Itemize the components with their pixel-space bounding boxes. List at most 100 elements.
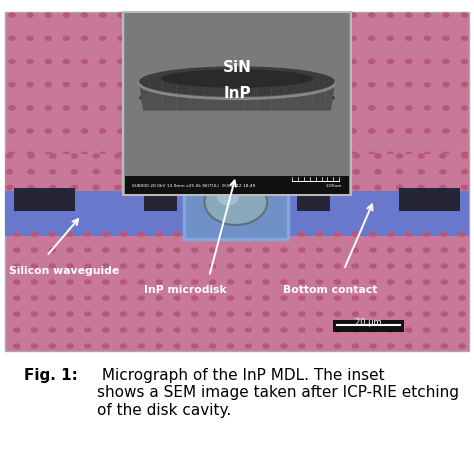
Circle shape: [418, 170, 425, 175]
Bar: [5, 155, 144, 192]
Circle shape: [458, 328, 466, 333]
Circle shape: [102, 264, 109, 269]
Circle shape: [114, 185, 121, 191]
Circle shape: [280, 296, 288, 301]
Circle shape: [461, 129, 468, 135]
Text: Micrograph of the InP MDL. The inset
shows a SEM image taken after ICP-RIE etchi: Micrograph of the InP MDL. The inset sho…: [97, 367, 459, 417]
Circle shape: [137, 328, 145, 333]
Circle shape: [334, 280, 341, 285]
Circle shape: [137, 248, 145, 253]
Circle shape: [45, 60, 52, 65]
Circle shape: [136, 185, 143, 191]
Circle shape: [439, 154, 447, 159]
Circle shape: [8, 36, 16, 42]
Circle shape: [396, 185, 403, 191]
Circle shape: [120, 232, 128, 238]
Circle shape: [442, 152, 450, 157]
Circle shape: [280, 312, 288, 317]
Circle shape: [13, 264, 20, 269]
Ellipse shape: [139, 67, 335, 97]
Circle shape: [374, 154, 382, 159]
Circle shape: [405, 264, 412, 269]
Circle shape: [13, 296, 20, 301]
Circle shape: [387, 312, 395, 317]
Circle shape: [387, 264, 395, 269]
Circle shape: [351, 264, 359, 269]
Circle shape: [13, 232, 20, 238]
Circle shape: [280, 264, 288, 269]
Circle shape: [66, 344, 74, 349]
Circle shape: [396, 154, 403, 159]
Circle shape: [120, 280, 128, 285]
Circle shape: [71, 185, 78, 191]
Circle shape: [298, 280, 306, 285]
Circle shape: [227, 328, 234, 333]
Circle shape: [155, 296, 163, 301]
Circle shape: [8, 83, 16, 88]
Circle shape: [13, 312, 20, 317]
Circle shape: [349, 13, 357, 19]
Circle shape: [439, 170, 447, 175]
Circle shape: [368, 36, 375, 42]
Text: Fig. 1:: Fig. 1:: [24, 367, 78, 382]
Circle shape: [418, 154, 425, 159]
Circle shape: [102, 312, 109, 317]
Circle shape: [13, 248, 20, 253]
Circle shape: [442, 13, 450, 19]
Circle shape: [117, 60, 125, 65]
Circle shape: [369, 312, 377, 317]
Circle shape: [227, 248, 234, 253]
Circle shape: [298, 296, 306, 301]
Bar: [183, 162, 288, 240]
Circle shape: [63, 36, 70, 42]
Circle shape: [31, 264, 38, 269]
Circle shape: [6, 154, 13, 159]
Circle shape: [102, 344, 109, 349]
Circle shape: [27, 154, 35, 159]
Circle shape: [405, 106, 412, 111]
Circle shape: [227, 280, 234, 285]
Circle shape: [99, 129, 107, 135]
Bar: [14, 189, 74, 212]
Circle shape: [102, 328, 109, 333]
Circle shape: [173, 248, 181, 253]
Circle shape: [405, 13, 412, 19]
Circle shape: [405, 328, 412, 333]
Bar: [144, 189, 177, 212]
Circle shape: [137, 312, 145, 317]
Circle shape: [81, 36, 88, 42]
Circle shape: [48, 232, 56, 238]
Circle shape: [81, 13, 88, 19]
Circle shape: [262, 248, 270, 253]
Circle shape: [262, 280, 270, 285]
Circle shape: [49, 185, 56, 191]
Circle shape: [48, 344, 56, 349]
Circle shape: [173, 280, 181, 285]
Circle shape: [245, 280, 252, 285]
Circle shape: [440, 232, 448, 238]
Circle shape: [423, 344, 430, 349]
Circle shape: [461, 154, 468, 159]
Circle shape: [458, 344, 466, 349]
Circle shape: [316, 232, 323, 238]
Circle shape: [245, 344, 252, 349]
Circle shape: [440, 328, 448, 333]
Circle shape: [66, 248, 74, 253]
Circle shape: [396, 170, 403, 175]
Circle shape: [48, 296, 56, 301]
Circle shape: [6, 170, 13, 175]
Circle shape: [262, 344, 270, 349]
Circle shape: [349, 106, 357, 111]
Circle shape: [334, 328, 341, 333]
Circle shape: [280, 232, 288, 238]
Circle shape: [423, 280, 430, 285]
Circle shape: [386, 36, 394, 42]
Circle shape: [262, 296, 270, 301]
Circle shape: [63, 129, 70, 135]
Circle shape: [114, 154, 121, 159]
Circle shape: [351, 280, 359, 285]
Circle shape: [63, 13, 70, 19]
Circle shape: [81, 106, 88, 111]
Circle shape: [424, 106, 431, 111]
Circle shape: [31, 312, 38, 317]
